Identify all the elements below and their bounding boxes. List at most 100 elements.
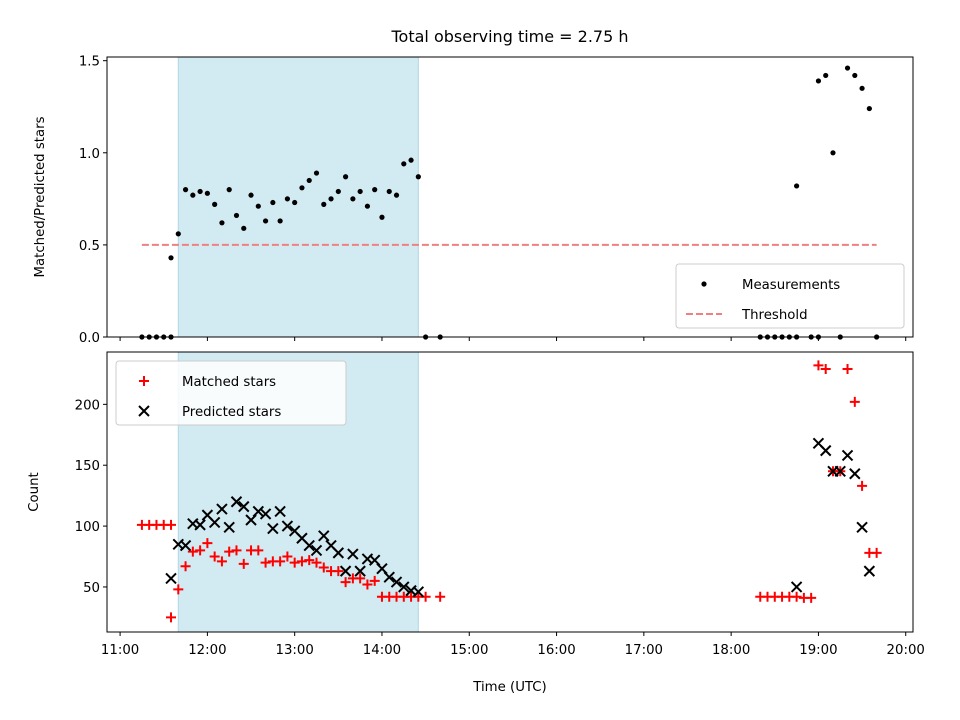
measurement-point <box>852 72 858 79</box>
measurement-point <box>415 174 421 180</box>
predicted-star-marker <box>849 468 861 480</box>
x-tick-label: 14:00 <box>363 643 401 658</box>
matched-star-marker <box>857 480 868 491</box>
predicted-star-marker <box>310 544 323 557</box>
predicted-star-marker <box>398 581 410 593</box>
measurement-point <box>830 150 836 156</box>
y-tick-label: 150 <box>75 459 100 474</box>
x-tick-label: 16:00 <box>537 643 575 658</box>
panels: 0.0 0.5 1.0 1.5 Matched/Predicted stars Measu… <box>27 55 925 658</box>
predicted-star-marker <box>238 500 250 513</box>
predicted-star-marker <box>412 586 425 598</box>
measurement-point <box>168 255 174 261</box>
measurement-point <box>321 201 327 207</box>
y-tick-label: 50 <box>83 581 100 596</box>
legend-box <box>675 263 905 329</box>
matched-star-marker <box>231 545 242 556</box>
x-tick-label: 12:00 <box>188 643 226 658</box>
matched-star-marker <box>369 575 380 586</box>
predicted-star-marker <box>267 522 279 535</box>
predicted-star-marker <box>790 581 803 593</box>
measurement-point <box>335 188 341 195</box>
measurement-point <box>306 177 312 184</box>
predicted-star-marker <box>856 521 868 534</box>
predicted-star-marker <box>390 576 403 588</box>
matched-star-marker <box>791 591 802 602</box>
predicted-star-marker <box>216 503 228 515</box>
measurement-point <box>408 157 414 163</box>
observing-window-shade <box>177 56 419 338</box>
predicted-star-marker <box>332 547 345 559</box>
measurement-point <box>823 72 829 79</box>
legend-label: Threshold <box>741 308 808 323</box>
measurement-point <box>794 183 800 189</box>
predicted-star-marker <box>208 516 221 529</box>
x-tick-label: 15:00 <box>450 643 488 658</box>
chart-title: Total observing time = 2.75 h <box>390 27 628 46</box>
predicted-star-marker <box>318 530 330 542</box>
measurement-point <box>175 231 181 237</box>
predicted-star-marker <box>841 449 854 462</box>
measurement-point <box>182 187 189 193</box>
matched-star-marker <box>435 591 446 602</box>
predicted-star-marker <box>339 565 352 577</box>
predicted-star-marker <box>820 444 832 457</box>
legend-label: Measurements <box>742 278 840 293</box>
matched-star-marker <box>187 546 198 557</box>
measurement-point <box>393 192 400 198</box>
matched-star-marker <box>340 577 351 588</box>
matched-star-marker <box>304 555 315 566</box>
measurement-point <box>815 78 822 84</box>
measurement-point <box>190 192 196 198</box>
predicted-star-marker <box>347 548 359 560</box>
legend-box <box>115 360 347 426</box>
measurement-point <box>292 199 298 206</box>
measurement-point <box>248 192 254 198</box>
matched-star-marker <box>173 584 184 595</box>
matched-star-marker <box>355 573 366 584</box>
matched-star-marker <box>166 519 177 530</box>
matched-star-marker <box>813 360 824 371</box>
matched-star-marker <box>180 561 191 572</box>
matched-star-marker <box>318 562 329 573</box>
predicted-star-marker <box>165 572 177 585</box>
measurement-point <box>284 196 291 202</box>
matched-star-marker <box>806 592 817 603</box>
y-axis-label: Matched/Predicted stars <box>33 116 48 277</box>
matched-star-marker <box>166 612 177 623</box>
legend-matched-swatch <box>139 376 149 386</box>
matched-star-marker <box>209 551 220 562</box>
matched-star-marker <box>195 545 206 556</box>
legend-measurements-swatch <box>701 281 707 287</box>
predicted-star-marker <box>281 520 294 532</box>
measurement-point <box>197 188 203 195</box>
y-tick-label: 1.0 <box>79 147 100 162</box>
x-tick-label: 19:00 <box>799 643 837 658</box>
measurement-point <box>219 220 225 226</box>
panel-ratio: 0.0 0.5 1.0 1.5 Matched/Predicted stars Measu… <box>33 55 914 346</box>
matched-star-marker <box>871 547 882 558</box>
measurement-point <box>328 196 334 202</box>
matched-star-marker <box>216 556 227 567</box>
legend-label: Predicted stars <box>182 405 281 420</box>
x-tick-label: 13:00 <box>276 643 314 658</box>
matched-star-marker <box>333 566 344 577</box>
predicted-star-marker <box>354 565 366 577</box>
matched-star-marker <box>282 551 293 562</box>
panel-counts: 50 100 150 200 11:00 12:00 13:00 14:00 15:00 16:0… <box>27 351 925 658</box>
measurement-point <box>342 174 349 180</box>
matched-star-marker <box>202 538 213 549</box>
legend: Measurements Threshold <box>675 263 905 329</box>
x-tick-label: 11:00 <box>101 643 139 658</box>
axes-frame <box>106 56 914 338</box>
matched-star-marker <box>362 579 373 590</box>
matched-star-marker <box>820 364 831 375</box>
predicted-star-marker <box>863 565 876 577</box>
predicted-star-marker <box>252 505 265 518</box>
y-tick-label: 100 <box>75 520 100 535</box>
measurement-point <box>255 203 261 209</box>
predicted-star-marker <box>223 521 235 534</box>
y-axis-label: Count <box>27 472 42 512</box>
